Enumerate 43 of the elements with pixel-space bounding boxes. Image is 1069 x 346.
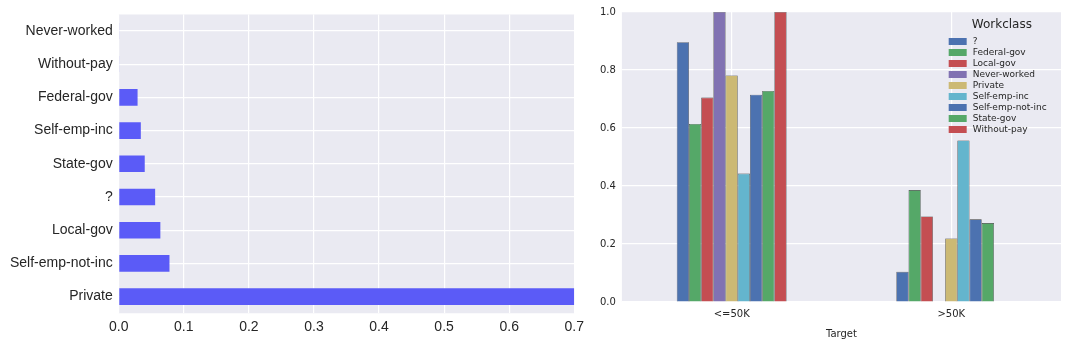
bar [119,188,156,206]
legend-label: ? [972,35,978,46]
legend-label: Private [972,79,1005,90]
bar [119,221,161,239]
bar [119,89,138,106]
y-tick-label: Local-gov [52,221,113,238]
bar [119,122,141,139]
y-tick-label: 0.2 [600,237,616,249]
bar [119,288,575,305]
x-tick-label: 0.1 [174,318,194,335]
y-tick-label: 0.4 [600,179,616,191]
x-tick-label: <=50K [713,307,751,319]
x-tick-label: 0.4 [369,318,389,335]
y-tick-label: 0.8 [600,63,616,75]
bar [119,155,145,173]
y-tick-label: State-gov [52,154,113,171]
legend-label: Local-gov [972,57,1017,68]
y-tick-label: Federal-gov [38,88,113,105]
y-tick-label: 0.6 [600,121,616,133]
y-tick-label: Without-pay [38,55,113,72]
y-tick-label: Self-emp-inc [34,121,113,138]
legend-title: Workclass [971,17,1032,32]
x-axis-title: Target [824,327,857,339]
legend-label: Without-pay [972,123,1029,134]
legend-label: Federal-gov [972,46,1027,57]
x-tick-label: >50K [937,307,966,319]
legend-label: Self-emp-not-inc [972,101,1047,112]
y-tick-label: Self-emp-not-inc [10,254,113,271]
x-tick-label: 0.5 [434,318,455,335]
legend-label: Self-emp-inc [972,90,1029,101]
y-tick-label: ? [104,187,113,204]
x-tick-label: 0.7 [564,318,585,335]
y-tick-label: Never-worked [25,21,113,38]
legend-label: State-gov [972,112,1017,123]
x-tick-label: 0.0 [108,318,129,335]
y-tick-label: 0.0 [600,295,616,307]
legend-label: Never-worked [972,68,1035,79]
x-tick-label: 0.6 [499,318,520,335]
x-tick-label: 0.2 [239,318,259,335]
x-tick-label: 0.3 [304,318,324,335]
bar [119,255,170,272]
y-tick-label: 1.0 [600,5,616,17]
y-tick-label: Private [69,287,113,304]
